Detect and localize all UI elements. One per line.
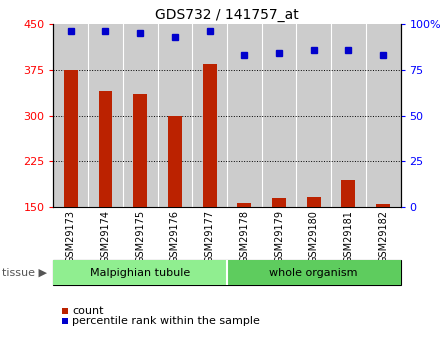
Bar [158, 24, 192, 207]
Bar [227, 260, 400, 285]
Bar [202, 64, 217, 207]
Bar [307, 197, 321, 207]
Title: GDS732 / 141757_at: GDS732 / 141757_at [155, 8, 299, 22]
Bar [168, 116, 182, 207]
Text: percentile rank within the sample: percentile rank within the sample [72, 316, 260, 326]
Bar [366, 24, 400, 207]
Text: whole organism: whole organism [270, 268, 358, 277]
Text: tissue ▶: tissue ▶ [2, 268, 47, 277]
Bar [296, 24, 331, 207]
Bar [133, 94, 147, 207]
Bar [262, 24, 296, 207]
Bar [331, 24, 366, 207]
Bar [227, 24, 262, 207]
Bar [123, 24, 158, 207]
Bar [88, 24, 123, 207]
Bar [53, 24, 88, 207]
Bar [341, 179, 356, 207]
Bar [64, 70, 78, 207]
Bar [272, 198, 286, 207]
Bar [376, 204, 390, 207]
Bar [53, 260, 227, 285]
Bar [192, 24, 227, 207]
Bar [62, 318, 68, 324]
Text: count: count [72, 306, 104, 316]
Bar [98, 91, 113, 207]
Bar [62, 308, 68, 314]
Text: Malpighian tubule: Malpighian tubule [90, 268, 190, 277]
Bar [237, 203, 251, 207]
